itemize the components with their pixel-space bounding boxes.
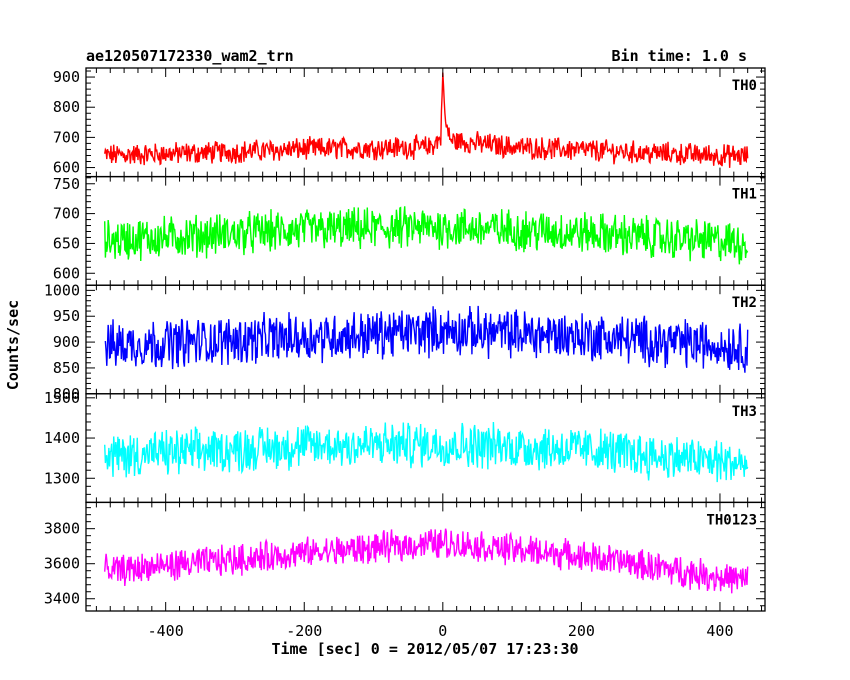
y-tick-label: 1000 xyxy=(44,281,80,299)
x-tick-label: 400 xyxy=(706,622,733,640)
series-line-th0123 xyxy=(104,528,749,594)
y-axis-title: Counts/sec xyxy=(4,300,22,390)
y-tick-label: 850 xyxy=(53,359,80,377)
y-tick-label: 700 xyxy=(53,128,80,146)
y-tick-label: 750 xyxy=(53,175,80,193)
y-tick-label: 650 xyxy=(53,234,80,252)
panel-label: TH0123 xyxy=(706,512,757,528)
panel-th3: 1300 1400 1500 TH3 xyxy=(44,389,766,504)
y-tick-label: 3600 xyxy=(44,555,80,573)
y-tick-label: 700 xyxy=(53,205,80,223)
panel-label: TH0 xyxy=(732,78,757,94)
y-tick-label: 800 xyxy=(53,98,80,116)
x-axis: -400 -200 0 200 400 xyxy=(148,622,734,640)
y-tick-label: 900 xyxy=(53,68,80,86)
y-tick-label: 600 xyxy=(53,159,80,177)
chart-title: ae120507172330_wam2_trn xyxy=(86,47,294,65)
x-axis-title: Time [sec] 0 = 2012/05/07 17:23:30 xyxy=(271,640,578,658)
panel-label: TH1 xyxy=(732,187,757,203)
y-tick-label: 900 xyxy=(53,333,80,351)
y-tick-label: 600 xyxy=(53,264,80,282)
y-tick-label: 3400 xyxy=(44,590,80,608)
panel-th2: 800 850 900 950 1000 TH2 xyxy=(44,281,766,403)
series-line-th3 xyxy=(104,421,749,483)
series-line-th2 xyxy=(104,305,749,373)
y-tick-label: 800 xyxy=(53,385,80,403)
panel-label: TH2 xyxy=(732,295,757,311)
panel-frame xyxy=(85,175,766,286)
bin-time-label: Bin time: 1.0 s xyxy=(612,47,747,65)
y-tick-label: 1400 xyxy=(44,429,80,447)
x-tick-label: 200 xyxy=(568,622,595,640)
panel-th0123: 3400 3600 3800 TH0123 xyxy=(44,501,766,612)
x-tick-label: -400 xyxy=(148,622,184,640)
x-tick-label: -200 xyxy=(286,622,322,640)
panel-th1: 600 650 700 750 TH1 xyxy=(53,175,766,286)
y-tick-label: 1500 xyxy=(44,389,80,407)
panel-th0: 600 700 800 900 TH0 xyxy=(53,67,766,178)
x-tick-label: 0 xyxy=(438,622,447,640)
y-tick-label: 3800 xyxy=(44,520,80,538)
y-tick-label: 950 xyxy=(53,307,80,325)
panel-label: TH3 xyxy=(732,404,757,420)
series-line-th0 xyxy=(104,72,749,168)
series-line-th1 xyxy=(104,206,749,265)
y-tick-label: 1300 xyxy=(44,469,80,487)
panel-frame xyxy=(85,501,766,612)
panels-group: 600 700 800 900 TH0 600 650 700 750 TH1 800 850 900 9… xyxy=(44,67,766,612)
